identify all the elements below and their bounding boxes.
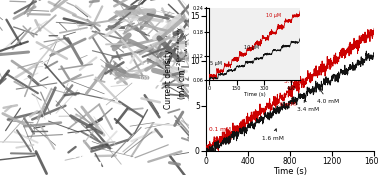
Text: 3.4 mM: 3.4 mM <box>297 100 320 112</box>
Bar <box>62 162 100 165</box>
Y-axis label: Current density
(mA cm$^{-2}$): Current density (mA cm$^{-2}$) <box>164 49 189 108</box>
Bar <box>136 82 161 84</box>
Text: 0.1 mM: 0.1 mM <box>209 127 231 142</box>
Text: 4.0 mM: 4.0 mM <box>318 89 339 104</box>
Text: 3.0 mM: 3.0 mM <box>284 79 306 84</box>
Text: 1.6 mM: 1.6 mM <box>262 129 284 141</box>
Text: 1.6 mM: 1.6 mM <box>274 102 296 107</box>
Text: 1 μm: 1 μm <box>71 152 92 160</box>
X-axis label: Time (s): Time (s) <box>273 167 307 175</box>
Text: 100 nm: 100 nm <box>139 76 158 81</box>
